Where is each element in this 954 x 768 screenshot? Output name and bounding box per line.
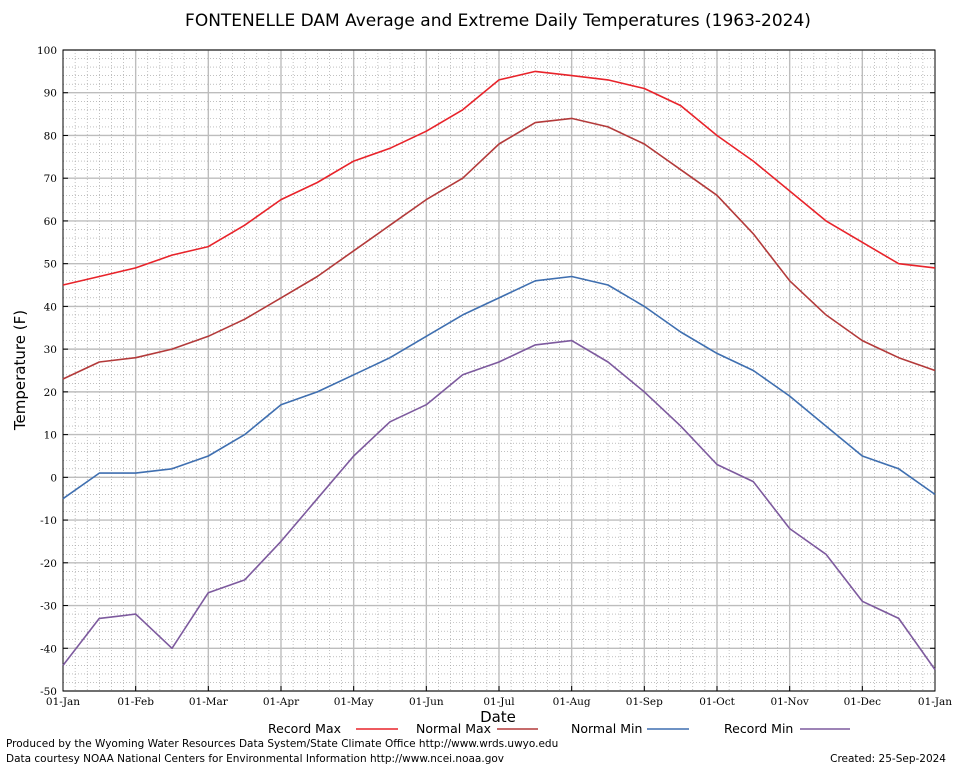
series-line-normal-max	[62, 117, 936, 380]
y-tick-label: -40	[40, 643, 57, 655]
series-lines	[62, 70, 936, 671]
legend-label-normal-min: Normal Min	[571, 721, 642, 736]
footer-courtesy: Data courtesy NOAA National Centers for …	[6, 753, 505, 765]
y-tick-label: 100	[37, 45, 57, 57]
x-tick-label: 01-Jul	[483, 696, 515, 708]
x-tick-label: 01-Oct	[699, 696, 735, 708]
y-tick-label: -30	[40, 601, 57, 613]
x-tick-label: 01-Nov	[770, 696, 808, 708]
y-axis-label: Temperature (F)	[11, 310, 29, 431]
footer-producer: Produced by the Wyoming Water Resources …	[6, 738, 559, 750]
y-axis: -50 -40 -30 -20 -10 0 10 20 30 40 50 60 70 80 90 100	[37, 45, 935, 698]
x-tick-label: 01-Dec	[844, 696, 882, 708]
footer-created: Created: 25-Sep-2024	[830, 753, 946, 765]
legend-label-record-min: Record Min	[724, 721, 793, 736]
y-tick-label: 30	[44, 344, 57, 356]
y-tick-label: -50	[40, 686, 57, 698]
x-tick-label: 01-Sep	[626, 696, 663, 708]
legend-label-normal-max: Normal Max	[416, 721, 491, 736]
x-tick-label: 01-Apr	[263, 696, 300, 708]
series-line-record-min	[62, 339, 936, 671]
y-tick-label: 60	[44, 216, 57, 228]
x-tick-label: 01-Jan	[46, 696, 80, 708]
y-tick-label: 40	[44, 301, 57, 313]
y-tick-label: 90	[44, 88, 57, 100]
y-tick-label: 20	[44, 387, 57, 399]
series-line-record-max	[62, 70, 936, 286]
y-tick-label: -10	[40, 515, 57, 527]
x-tick-label: 01-May	[334, 696, 374, 708]
y-tick-label: 0	[50, 472, 57, 484]
legend-label-record-max: Record Max	[268, 721, 341, 736]
x-tick-label: 01-Jun	[409, 696, 444, 708]
major-grid	[63, 49, 935, 692]
y-tick-label: -20	[40, 558, 57, 570]
x-tick-label: 01-Mar	[189, 696, 229, 708]
series-line-normal-min	[62, 275, 936, 500]
x-axis: 01-Jan 01-Feb 01-Mar 01-Apr 01-May 01-Jun 01-J…	[46, 686, 952, 708]
x-tick-label: 01-Aug	[553, 696, 591, 708]
chart-title: FONTENELLE DAM Average and Extreme Daily…	[185, 11, 811, 31]
legend: Record Max Normal Max Normal Min Record Min	[268, 721, 850, 736]
y-tick-label: 80	[44, 130, 57, 142]
y-tick-label: 10	[44, 430, 57, 442]
x-tick-label: 01-Jan	[918, 696, 952, 708]
x-tick-label: 01-Feb	[117, 696, 154, 708]
y-tick-label: 50	[44, 259, 57, 271]
x-axis-label: Date	[480, 708, 516, 726]
y-tick-label: 70	[44, 173, 57, 185]
